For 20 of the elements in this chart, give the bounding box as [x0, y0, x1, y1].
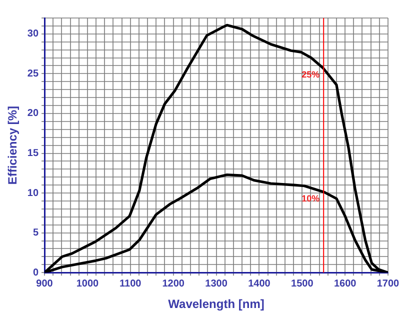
x-tick-label: 1400: [248, 278, 271, 290]
annotation: 10%: [302, 194, 320, 204]
x-tick-label: 1500: [291, 278, 314, 290]
x-tick-label: 1000: [76, 278, 100, 290]
annotation: 25%: [302, 70, 320, 80]
x-tick-label: 1600: [334, 278, 357, 290]
y-tick-label: 0: [32, 267, 39, 278]
x-tick-label: 1200: [162, 278, 185, 290]
y-tick-label: 10: [27, 188, 39, 199]
y-tick-label: 5: [32, 228, 39, 239]
x-axis-title: Wavelength [nm]: [168, 297, 264, 312]
x-tick-label: 1300: [205, 278, 228, 290]
x-tick-label: 1700: [376, 278, 400, 290]
y-axis-title: Efficiency [%]: [6, 106, 20, 185]
y-tick-label: 30: [27, 28, 39, 40]
y-tick-label: 15: [27, 148, 39, 160]
x-tick-label: 1100: [120, 278, 142, 290]
y-tick-label: 20: [27, 108, 39, 120]
x-tick-label: 900: [36, 278, 54, 290]
y-tick-label: 25: [27, 68, 39, 80]
